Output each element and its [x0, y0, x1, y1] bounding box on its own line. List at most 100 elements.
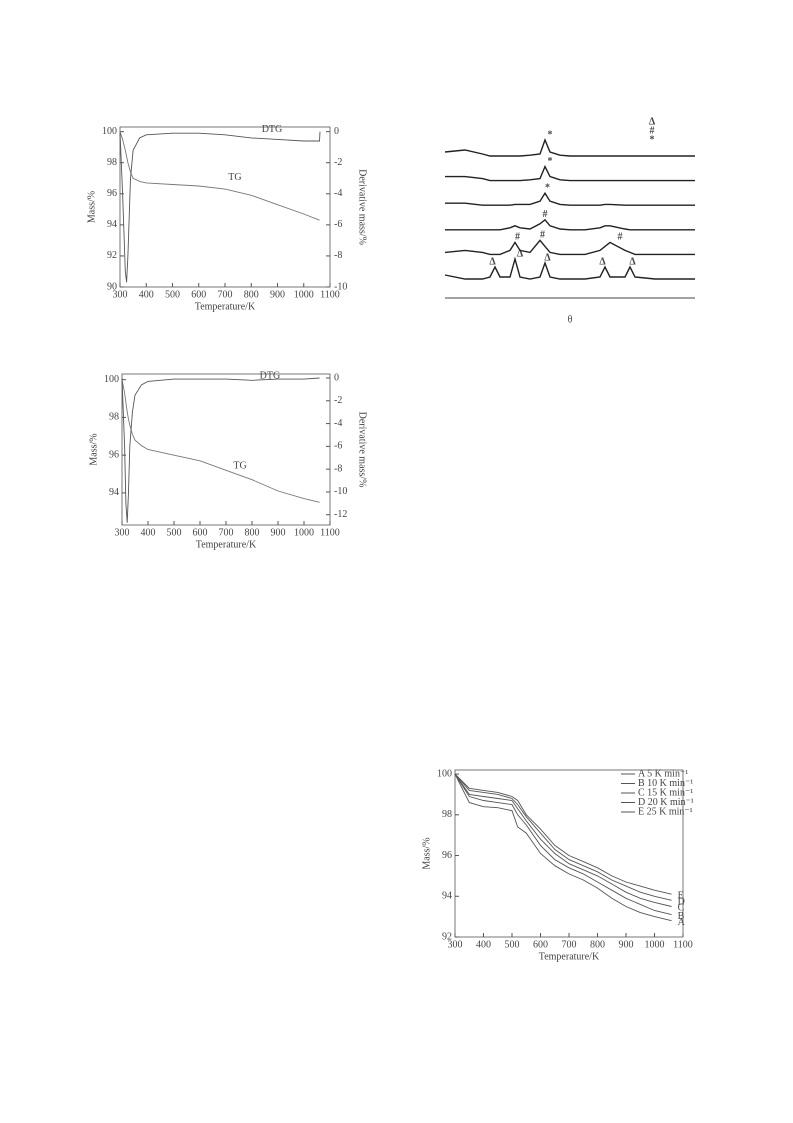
annotation: DTG: [262, 124, 283, 135]
series-line: [454, 773, 672, 895]
y-tick-label: 94: [442, 891, 452, 902]
series-line: [454, 773, 672, 901]
y-tick-label: 100: [102, 126, 117, 137]
x-tick-label: 600: [533, 939, 548, 950]
peak-marker: #: [543, 209, 548, 220]
peak-marker: *: [548, 156, 553, 167]
x-tick-label: 600: [193, 527, 208, 538]
series-line: [454, 773, 672, 922]
peak-marker: #: [515, 232, 520, 243]
x-tick-label: 700: [219, 527, 234, 538]
y-tick-label: 96: [442, 850, 452, 861]
x-axis-label: Temperature/K: [539, 951, 600, 962]
x-tick-label: 500: [167, 527, 182, 538]
series-end-label: E: [678, 891, 684, 902]
annotation: TG: [228, 172, 241, 183]
y-tick-label: 98: [442, 809, 452, 820]
legend-label: A 5 K min⁻¹: [638, 768, 688, 779]
y-tick-label: 96: [107, 188, 117, 199]
peak-marker: Δ: [629, 256, 636, 267]
y2-tick-label: -8: [334, 250, 342, 261]
pattern-line: [444, 138, 695, 157]
legend-symbol: #: [650, 125, 655, 136]
x-tick-label: 800: [245, 527, 260, 538]
plot-frame: [119, 126, 331, 288]
legend-label: E 25 K min⁻¹: [638, 806, 693, 817]
series-line: [119, 131, 321, 283]
x-tick-label: 700: [562, 939, 577, 950]
x-tick-label: 300: [448, 939, 463, 950]
annotation: DTG: [260, 370, 281, 381]
y2-tick-label: -2: [334, 395, 342, 406]
y-tick-label: 92: [107, 250, 117, 261]
annotation: TG: [233, 461, 246, 472]
x-tick-label: 1000: [645, 939, 665, 950]
x-tick-label: 900: [619, 939, 634, 950]
x-tick-label: 600: [191, 289, 206, 300]
y-tick-label: 94: [107, 219, 117, 230]
series-end-label: B: [678, 911, 685, 922]
pattern-line: [445, 218, 695, 231]
peak-marker: Δ: [517, 248, 524, 259]
legend-label: C 15 K min⁻¹: [638, 787, 693, 798]
x-tick-label: 400: [139, 289, 154, 300]
x-axis-label: Temperature/K: [196, 539, 257, 550]
y2-tick-label: -6: [334, 441, 342, 452]
x-tick-label: 300: [115, 527, 130, 538]
y-axis-label: Mass/%: [86, 191, 97, 223]
plot-frame: [121, 373, 331, 526]
peak-marker: #: [540, 230, 545, 241]
y-tick-label: 96: [109, 449, 119, 460]
peak-marker: #: [618, 232, 623, 243]
y2-tick-label: -4: [334, 418, 342, 429]
pattern-line: [444, 239, 695, 256]
peak-marker: Δ: [489, 256, 496, 267]
y2-tick-label: -12: [334, 509, 347, 520]
x-tick-label: 1000: [294, 527, 314, 538]
y-tick-label: 98: [109, 412, 119, 423]
legend-label: B 10 K min⁻¹: [638, 778, 693, 789]
y2-tick-label: -10: [334, 486, 347, 497]
y-tick-label: 90: [107, 281, 117, 292]
y-tick-label: 100: [437, 768, 452, 779]
x-tick-label: 1100: [320, 289, 340, 300]
x-tick-label: 1100: [673, 939, 693, 950]
y-axis-label: Mass/%: [421, 837, 432, 869]
y2-axis-label: Derivative mass/%: [357, 169, 368, 245]
x-axis-label: Temperature/K: [195, 301, 256, 312]
series-end-label: A: [678, 917, 686, 928]
y2-tick-label: 0: [334, 372, 339, 383]
y-axis-label: Mass/%: [88, 433, 99, 465]
x-tick-label: 500: [505, 939, 520, 950]
x-tick-label: 800: [244, 289, 259, 300]
x-tick-label: 1100: [320, 527, 340, 538]
y-tick-label: 94: [109, 487, 119, 498]
y2-tick-label: -10: [334, 281, 347, 292]
series-line: [121, 377, 320, 523]
legend-symbol: Δ: [649, 116, 656, 127]
y2-tick-label: -4: [334, 188, 342, 199]
y-tick-label: 98: [107, 157, 117, 168]
y-tick-label: 92: [442, 931, 452, 942]
x-tick-label: 900: [270, 289, 285, 300]
peak-marker: Δ: [544, 252, 551, 263]
series-end-label: D: [678, 897, 685, 908]
x-tick-label: 800: [590, 939, 605, 950]
x-tick-label: 700: [218, 289, 233, 300]
y2-tick-label: -6: [334, 219, 342, 230]
x-tick-label: 300: [113, 289, 128, 300]
series-end-label: C: [678, 903, 685, 914]
legend-label: D 20 K min⁻¹: [638, 797, 694, 808]
x-tick-label: 900: [271, 527, 286, 538]
y2-tick-label: -8: [334, 463, 342, 474]
pattern-line: [445, 164, 695, 182]
x-tick-label: 400: [141, 527, 156, 538]
pattern-line: [445, 191, 695, 206]
y2-tick-label: 0: [334, 126, 339, 137]
x-tick-label: 400: [476, 939, 491, 950]
peak-marker: *: [545, 182, 550, 193]
y-tick-label: 100: [104, 374, 119, 385]
peak-marker: Δ: [599, 256, 606, 267]
legend-symbol: *: [650, 134, 655, 145]
